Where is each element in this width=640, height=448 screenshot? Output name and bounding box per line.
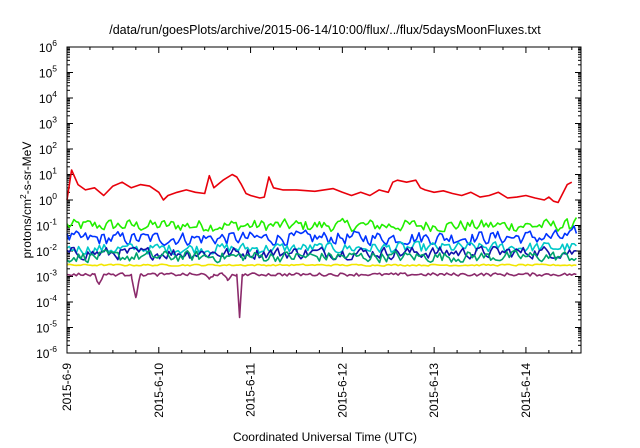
y-tick-label: 10-6 (36, 344, 57, 361)
series-line (66, 263, 577, 267)
y-tick-label: 103 (39, 115, 57, 132)
plot-lines (66, 169, 578, 319)
x-tick-label: 2015-6-14 (519, 363, 533, 418)
series-line (66, 240, 577, 256)
series-line (66, 225, 578, 247)
x-tick-label: 2015-6-13 (427, 363, 441, 418)
y-tick-label: 106 (39, 38, 57, 55)
series-line (66, 245, 577, 261)
y-tick-label: 10-1 (36, 217, 57, 234)
y-tick-label: 10-3 (36, 268, 57, 285)
y-tick-label: 10-4 (36, 293, 57, 310)
y-tick-label: 104 (39, 89, 57, 106)
y-tick-label: 10-2 (36, 242, 57, 259)
x-tick-label: 2015-6-10 (152, 363, 166, 418)
x-axis-label: Coordinated Universal Time (UTC) (233, 430, 417, 444)
series-line (66, 217, 578, 233)
y-tick-label: 100 (39, 191, 57, 208)
y-tick-label: 10-5 (36, 319, 57, 336)
series-line (66, 249, 577, 264)
x-axis-ticks: 2015-6-9 2015-6-10 2015-6-11 2015-6-12 2015-… (60, 47, 573, 418)
y-tick-label: 105 (39, 64, 57, 81)
x-tick-label: 2015-6-9 (60, 363, 74, 411)
series-line (66, 169, 573, 204)
y-axis-ticks: 106 105 104 103 102 101 100 10-1 10-2 10-3 10-4 10-… (36, 38, 581, 361)
series-line (66, 272, 577, 319)
y-axis-label: protons/cm2-s-sr-MeV (18, 142, 34, 259)
y-tick-label: 102 (39, 140, 57, 157)
plot-frame (66, 46, 582, 354)
chart-title: /data/run/goesPlots/archive/2015-06-14/1… (109, 23, 541, 37)
x-tick-label: 2015-6-12 (335, 363, 349, 418)
y-tick-label: 101 (39, 166, 57, 183)
x-tick-label: 2015-6-11 (244, 363, 258, 417)
